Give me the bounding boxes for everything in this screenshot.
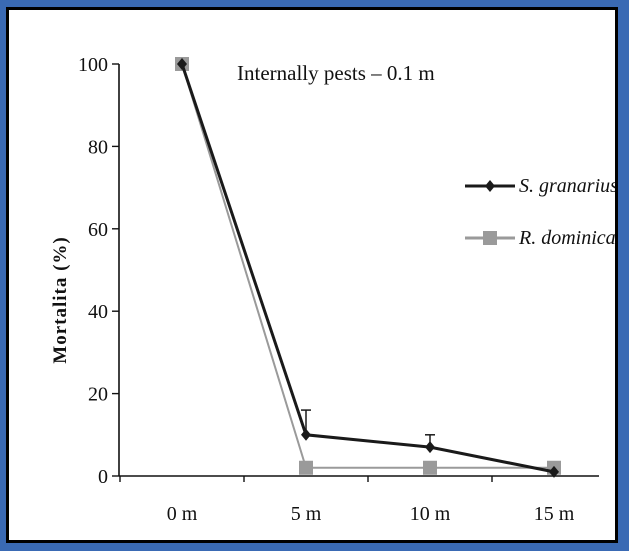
series-line bbox=[180, 63, 555, 474]
legend-item: R. dominica bbox=[465, 227, 615, 249]
x-tick-label: 10 m bbox=[410, 503, 451, 525]
data-point bbox=[425, 441, 435, 454]
legend: S. granarius R. dominica bbox=[465, 175, 615, 249]
data-point bbox=[549, 465, 559, 478]
legend-label: S. granarius bbox=[519, 175, 615, 197]
legend-item: S. granarius bbox=[465, 175, 615, 197]
series-line bbox=[181, 63, 554, 469]
y-tick-label: 60 bbox=[88, 219, 108, 241]
data-point bbox=[423, 460, 437, 475]
series-group bbox=[175, 57, 561, 478]
y-axis-label: Mortalita (%) bbox=[50, 236, 71, 363]
axes bbox=[112, 63, 599, 482]
data-point bbox=[299, 460, 313, 475]
x-tick-label: 15 m bbox=[534, 503, 575, 525]
chart-title: Internally pests – 0.1 m bbox=[237, 61, 435, 85]
data-point bbox=[301, 428, 311, 441]
x-tick-label: 5 m bbox=[291, 503, 322, 525]
chart-frame: 0 20 40 60 80 100 0 m 5 m 10 m 15 m Mortalita (%)… bbox=[6, 7, 618, 543]
tick-labels: 0 20 40 60 80 100 0 m 5 m 10 m 15 m bbox=[78, 54, 575, 525]
y-tick-label: 0 bbox=[98, 466, 108, 488]
legend-marker bbox=[485, 180, 495, 192]
x-tick-label: 0 m bbox=[167, 503, 198, 525]
legend-marker bbox=[483, 231, 497, 245]
y-tick-label: 80 bbox=[88, 136, 108, 158]
data-point bbox=[177, 58, 187, 70]
y-tick-label: 100 bbox=[78, 54, 108, 76]
y-tick-label: 40 bbox=[88, 301, 108, 323]
line-chart: 0 20 40 60 80 100 0 m 5 m 10 m 15 m Mortalita (%)… bbox=[50, 54, 615, 525]
y-tick-label: 20 bbox=[88, 384, 108, 406]
legend-label: R. dominica bbox=[518, 227, 615, 249]
series-r--dominica bbox=[175, 57, 561, 475]
series-s--granarius bbox=[177, 58, 559, 478]
